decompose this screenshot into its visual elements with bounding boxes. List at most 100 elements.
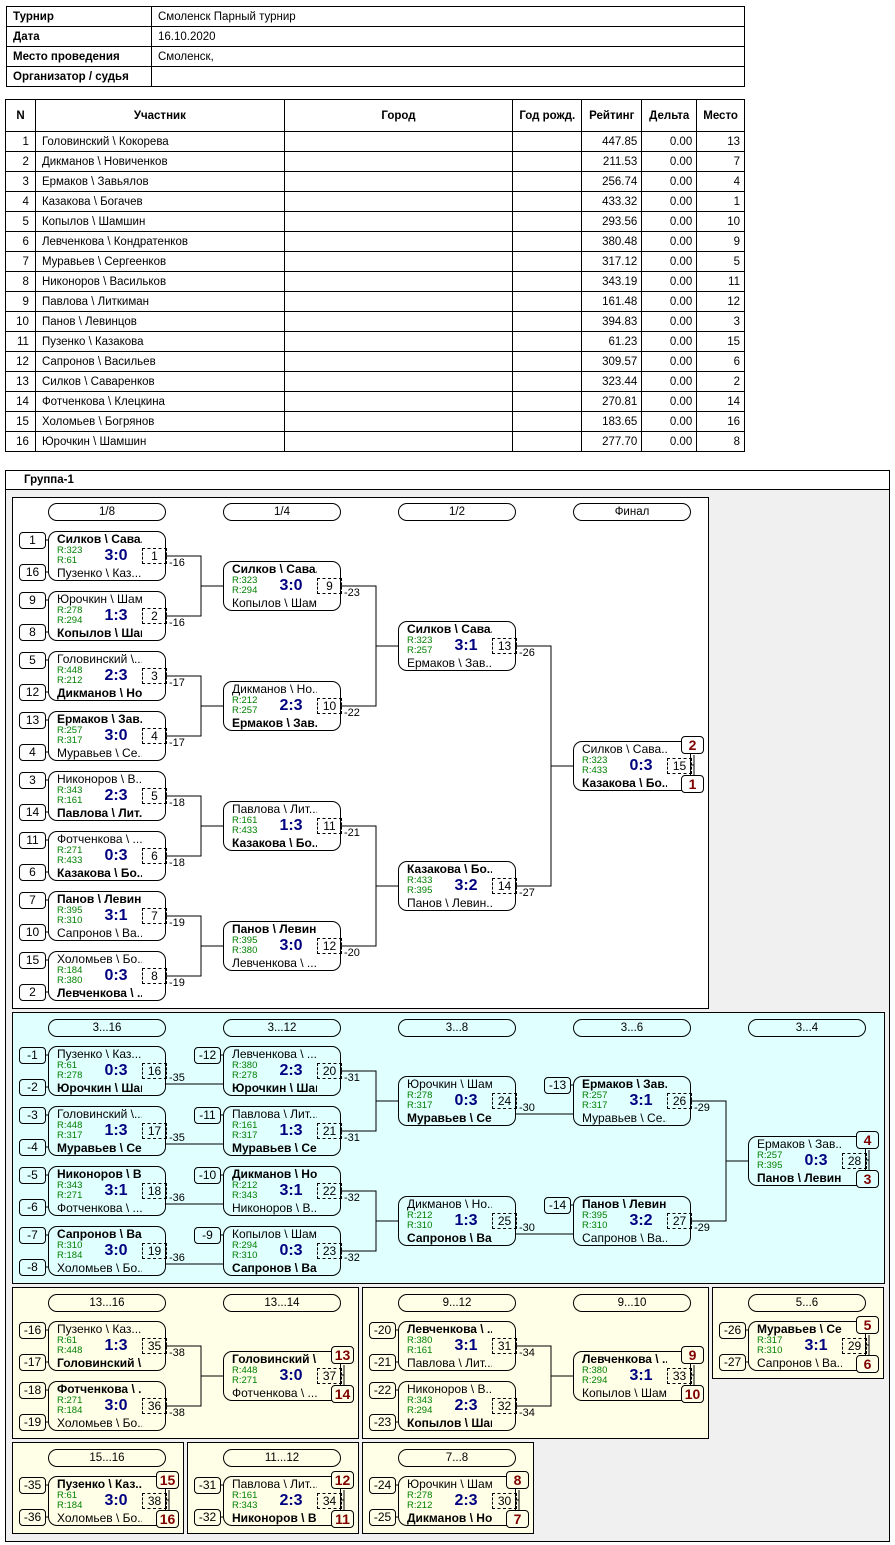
match-score: 3:1 bbox=[629, 1092, 653, 1109]
player-top-name: Юрочкин \ Шам... bbox=[407, 1478, 492, 1491]
table-row[interactable]: 8 Никоноров \ Васильков 343.19 0.00 11 bbox=[5, 271, 745, 292]
player-bottom-rating: R:184 bbox=[57, 1406, 83, 1416]
table-row[interactable]: 5 Копылов \ Шамшин 293.56 0.00 10 bbox=[5, 211, 745, 232]
table-row[interactable]: 1 Головинский \ Кокорева 447.85 0.00 13 bbox=[5, 131, 745, 152]
table-row[interactable]: 16 Юрочкин \ Шамшин 277.70 0.00 8 bbox=[5, 431, 745, 452]
seed-box: -20 bbox=[369, 1322, 396, 1339]
match-card[interactable]: Никоноров \ В... R:343 R:161 Павлова \ Лит.… bbox=[48, 771, 167, 821]
match-card[interactable]: Пузенко \ Каз... R:61 R:184 Холомьев \ Бо..… bbox=[48, 1476, 167, 1526]
match-card[interactable]: Панов \ Левин... R:395 R:310 Сапронов \ Ва.… bbox=[48, 891, 167, 941]
match-card[interactable]: Павлова \ Лит... R:161 R:433 Казакова \ Бо.… bbox=[223, 801, 342, 851]
match-card[interactable]: Пузенко \ Каз... R:61 R:448 Головинский \..… bbox=[48, 1321, 167, 1371]
match-number: 11 bbox=[317, 818, 342, 834]
match-card[interactable]: Фотченкова \ ... R:271 R:184 Холомьев \ Бо.… bbox=[48, 1381, 167, 1431]
table-cell: Ермаков \ Завьялов bbox=[34, 171, 285, 192]
column-header[interactable]: Город bbox=[283, 99, 514, 132]
match-card[interactable]: Фотченкова \ ... R:271 R:433 Казакова \ Бо.… bbox=[48, 831, 167, 881]
column-header[interactable]: Дельта bbox=[641, 99, 698, 132]
match-card[interactable]: Дикманов \ Но... R:212 R:257 Ермаков \ Зав.… bbox=[223, 681, 342, 731]
column-header[interactable]: Место bbox=[696, 99, 745, 132]
player-bottom-rating: R:294 bbox=[582, 1376, 608, 1386]
table-row[interactable]: 3 Ермаков \ Завьялов 256.74 0.00 4 bbox=[5, 171, 745, 192]
match-card[interactable]: Головинский \... R:448 R:271 Фотченкова \ .… bbox=[223, 1351, 342, 1401]
player-top-rating: R:380 bbox=[582, 1366, 608, 1376]
player-top-rating: R:323 bbox=[57, 546, 83, 556]
final-place-badge: 10 bbox=[681, 1385, 704, 1403]
column-header[interactable]: Участник bbox=[34, 99, 285, 132]
match-score: 3:2 bbox=[629, 1212, 653, 1229]
table-row[interactable]: 11 Пузенко \ Казакова 61.23 0.00 15 bbox=[5, 331, 745, 352]
player-bottom-rating: R:310 bbox=[582, 1221, 608, 1231]
seed-box: 10 bbox=[19, 924, 46, 941]
table-row[interactable]: 13 Силков \ Саваренков 323.44 0.00 2 bbox=[5, 371, 745, 392]
table-cell bbox=[512, 271, 583, 292]
match-number: 32 bbox=[492, 1398, 517, 1414]
info-value: 16.10.2020 bbox=[151, 26, 745, 47]
table-cell: 317.12 bbox=[581, 251, 643, 272]
table-cell bbox=[512, 171, 583, 192]
table-cell: 0.00 bbox=[641, 191, 698, 212]
info-value bbox=[151, 66, 745, 87]
table-row[interactable]: 6 Левченкова \ Кондратенков 380.48 0.00 9 bbox=[5, 231, 745, 252]
match-card[interactable]: Панов \ Левин... R:395 R:380 Левченкова \ .… bbox=[223, 921, 342, 971]
seed-box: 4 bbox=[19, 744, 46, 761]
match-card[interactable]: Ермаков \ Зав... R:257 R:395 Панов \ Левин.… bbox=[748, 1136, 867, 1186]
table-cell: Муравьев \ Сергеенков bbox=[34, 251, 285, 272]
table-row[interactable]: 12 Сапронов \ Васильев 309.57 0.00 6 bbox=[5, 351, 745, 372]
player-top-name: Левченкова \ ... bbox=[232, 1048, 317, 1061]
table-cell: 12 bbox=[696, 291, 745, 312]
player-bottom-rating: R:184 bbox=[57, 1251, 83, 1261]
match-number: 16 bbox=[142, 1063, 167, 1079]
table-row[interactable]: 4 Казакова \ Богачев 433.32 0.00 1 bbox=[5, 191, 745, 212]
column-header[interactable]: Год рожд. bbox=[512, 99, 583, 132]
match-card[interactable]: Ермаков \ Зав... R:257 R:317 Муравьев \ Се.… bbox=[573, 1076, 692, 1126]
match-card[interactable]: Силков \ Сава... R:323 R:433 Казакова \ Бо.… bbox=[573, 741, 692, 791]
match-score: 2:3 bbox=[279, 697, 303, 714]
player-bottom-rating: R:212 bbox=[407, 1501, 433, 1511]
table-row[interactable]: 2 Дикманов \ Новиченков 211.53 0.00 7 bbox=[5, 151, 745, 172]
match-card[interactable]: Панов \ Левин... R:395 R:310 Сапронов \ Ва.… bbox=[573, 1196, 692, 1246]
table-row[interactable]: 7 Муравьев \ Сергеенков 317.12 0.00 5 bbox=[5, 251, 745, 272]
info-value: Смоленск, bbox=[151, 46, 745, 67]
player-bottom-name: Копылов \ Шам... bbox=[407, 1417, 492, 1430]
match-card[interactable]: Силков \ Сава... R:323 R:61 Пузенко \ Каз..… bbox=[48, 531, 167, 581]
table-row[interactable]: 15 Холомьев \ Богрянов 183.65 0.00 16 bbox=[5, 411, 745, 432]
match-card[interactable]: Ермаков \ Зав... R:257 R:317 Муравьев \ Се.… bbox=[48, 711, 167, 761]
table-cell bbox=[512, 291, 583, 312]
loser-destination: -19 bbox=[169, 917, 185, 929]
match-card[interactable]: Холомьев \ Бо... R:184 R:380 Левченкова \ .… bbox=[48, 951, 167, 1001]
seed-box: 11 bbox=[19, 832, 46, 849]
table-cell: 343.19 bbox=[581, 271, 643, 292]
table-row[interactable]: 10 Панов \ Левинцов 394.83 0.00 3 bbox=[5, 311, 745, 332]
seed-box: -35 bbox=[19, 1477, 46, 1494]
table-cell bbox=[512, 131, 583, 152]
match-card[interactable]: Левченкова \ ... R:380 R:161 Павлова \ Лит.… bbox=[398, 1321, 517, 1371]
column-header[interactable]: Рейтинг bbox=[581, 99, 643, 132]
column-header[interactable]: N bbox=[5, 99, 36, 132]
match-score: 3:0 bbox=[104, 1492, 128, 1509]
table-row[interactable]: 14 Фотченкова \ Клецкина 270.81 0.00 14 bbox=[5, 391, 745, 412]
match-card[interactable]: Силков \ Сава... R:323 R:257 Ермаков \ Зав.… bbox=[398, 621, 517, 671]
match-number: 34 bbox=[317, 1493, 342, 1509]
match-card[interactable]: Казакова \ Бо... R:433 R:395 Панов \ Левин.… bbox=[398, 861, 517, 911]
tournament-info-table: Турнир Смоленск Парный турнир Дата 16.10.20… bbox=[6, 6, 745, 87]
table-row[interactable]: 9 Павлова \ Литкиман 161.48 0.00 12 bbox=[5, 291, 745, 312]
